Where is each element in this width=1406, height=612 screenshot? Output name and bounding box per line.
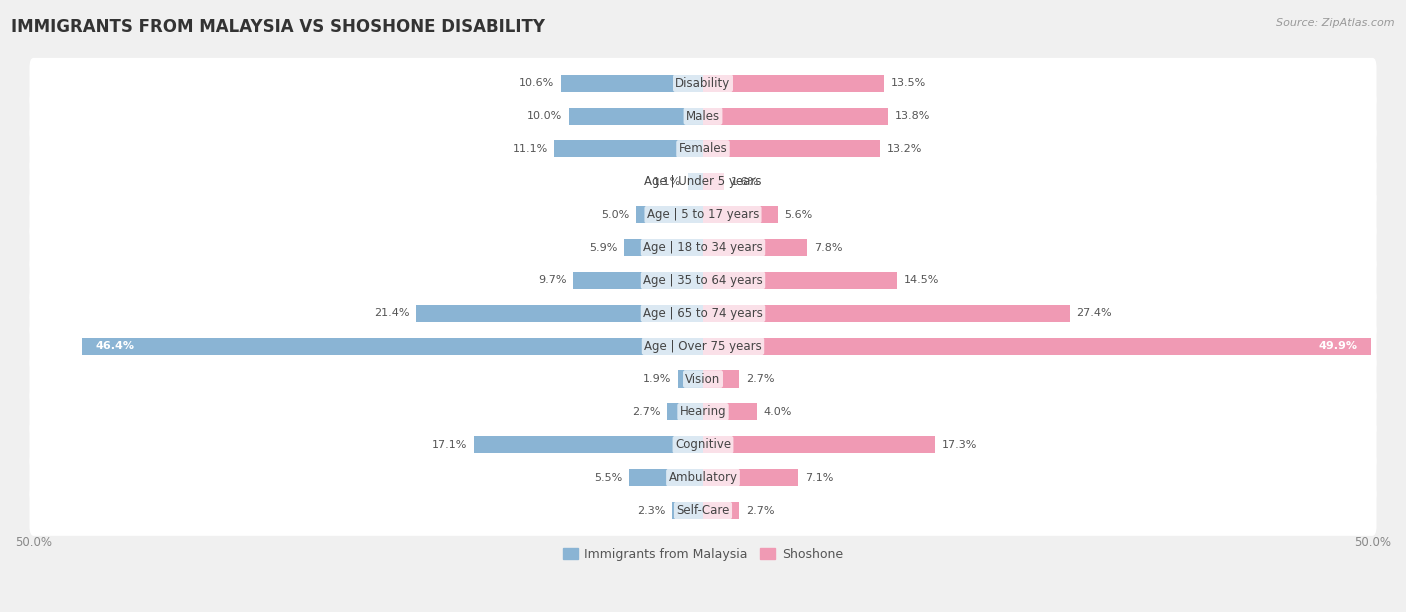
FancyBboxPatch shape — [30, 387, 1376, 437]
Legend: Immigrants from Malaysia, Shoshone: Immigrants from Malaysia, Shoshone — [558, 543, 848, 566]
Text: Females: Females — [679, 143, 727, 155]
Bar — [561, 75, 703, 92]
Text: Age | 65 to 74 years: Age | 65 to 74 years — [643, 307, 763, 320]
Bar — [474, 436, 703, 453]
Text: 7.1%: 7.1% — [804, 472, 834, 483]
Text: 13.8%: 13.8% — [894, 111, 929, 121]
Bar — [703, 338, 1371, 355]
Text: 4.0%: 4.0% — [763, 407, 792, 417]
Bar — [554, 140, 703, 157]
FancyBboxPatch shape — [30, 485, 1376, 536]
FancyBboxPatch shape — [30, 157, 1376, 207]
Text: 49.9%: 49.9% — [1319, 341, 1358, 351]
FancyBboxPatch shape — [30, 124, 1376, 174]
Text: 10.0%: 10.0% — [527, 111, 562, 121]
Text: 5.5%: 5.5% — [595, 472, 623, 483]
Text: 2.7%: 2.7% — [745, 506, 775, 515]
Text: 1.6%: 1.6% — [731, 177, 759, 187]
Bar — [689, 173, 703, 190]
Text: 2.7%: 2.7% — [631, 407, 661, 417]
Bar — [416, 305, 703, 322]
Text: 21.4%: 21.4% — [374, 308, 409, 318]
Text: 17.3%: 17.3% — [942, 440, 977, 450]
Text: 11.1%: 11.1% — [512, 144, 548, 154]
Text: 27.4%: 27.4% — [1077, 308, 1112, 318]
Bar — [82, 338, 703, 355]
Bar — [574, 272, 703, 289]
Text: 1.1%: 1.1% — [654, 177, 682, 187]
Bar — [703, 272, 897, 289]
Text: 2.7%: 2.7% — [745, 374, 775, 384]
Bar — [703, 75, 884, 92]
FancyBboxPatch shape — [30, 255, 1376, 306]
Text: 14.5%: 14.5% — [904, 275, 939, 285]
Bar — [678, 370, 703, 387]
Text: Age | Under 5 years: Age | Under 5 years — [644, 175, 762, 188]
FancyBboxPatch shape — [30, 419, 1376, 470]
Text: IMMIGRANTS FROM MALAYSIA VS SHOSHONE DISABILITY: IMMIGRANTS FROM MALAYSIA VS SHOSHONE DIS… — [11, 18, 546, 36]
Text: 10.6%: 10.6% — [519, 78, 554, 88]
Bar — [703, 469, 799, 486]
Text: Hearing: Hearing — [679, 405, 727, 419]
Text: 13.2%: 13.2% — [886, 144, 922, 154]
Text: Self-Care: Self-Care — [676, 504, 730, 517]
Text: Age | 35 to 64 years: Age | 35 to 64 years — [643, 274, 763, 287]
FancyBboxPatch shape — [30, 222, 1376, 273]
Bar — [703, 140, 880, 157]
Text: Age | 18 to 34 years: Age | 18 to 34 years — [643, 241, 763, 254]
FancyBboxPatch shape — [30, 58, 1376, 108]
Bar — [703, 239, 807, 256]
Text: 17.1%: 17.1% — [432, 440, 467, 450]
FancyBboxPatch shape — [30, 452, 1376, 503]
Bar — [636, 206, 703, 223]
Text: 1.9%: 1.9% — [643, 374, 671, 384]
Bar — [703, 305, 1070, 322]
Bar — [703, 370, 740, 387]
Text: Males: Males — [686, 110, 720, 122]
Bar — [703, 436, 935, 453]
Bar — [703, 173, 724, 190]
FancyBboxPatch shape — [30, 354, 1376, 405]
Bar — [703, 108, 887, 125]
Text: Cognitive: Cognitive — [675, 438, 731, 451]
FancyBboxPatch shape — [30, 189, 1376, 240]
FancyBboxPatch shape — [30, 321, 1376, 371]
Bar — [703, 502, 740, 519]
Text: Vision: Vision — [685, 373, 721, 386]
Text: 2.3%: 2.3% — [637, 506, 665, 515]
Text: 5.0%: 5.0% — [602, 210, 630, 220]
FancyBboxPatch shape — [30, 288, 1376, 338]
Text: 5.9%: 5.9% — [589, 242, 617, 253]
Bar — [703, 403, 756, 420]
Bar — [569, 108, 703, 125]
Text: 46.4%: 46.4% — [96, 341, 134, 351]
Bar — [672, 502, 703, 519]
Text: Disability: Disability — [675, 76, 731, 90]
Text: Age | 5 to 17 years: Age | 5 to 17 years — [647, 208, 759, 221]
Text: 5.6%: 5.6% — [785, 210, 813, 220]
Bar — [630, 469, 703, 486]
FancyBboxPatch shape — [30, 91, 1376, 141]
Text: 7.8%: 7.8% — [814, 242, 842, 253]
Text: Source: ZipAtlas.com: Source: ZipAtlas.com — [1277, 18, 1395, 28]
Bar — [624, 239, 703, 256]
Text: Ambulatory: Ambulatory — [668, 471, 738, 484]
Bar — [666, 403, 703, 420]
Text: Age | Over 75 years: Age | Over 75 years — [644, 340, 762, 353]
Bar — [703, 206, 778, 223]
Text: 9.7%: 9.7% — [538, 275, 567, 285]
Text: 13.5%: 13.5% — [890, 78, 925, 88]
